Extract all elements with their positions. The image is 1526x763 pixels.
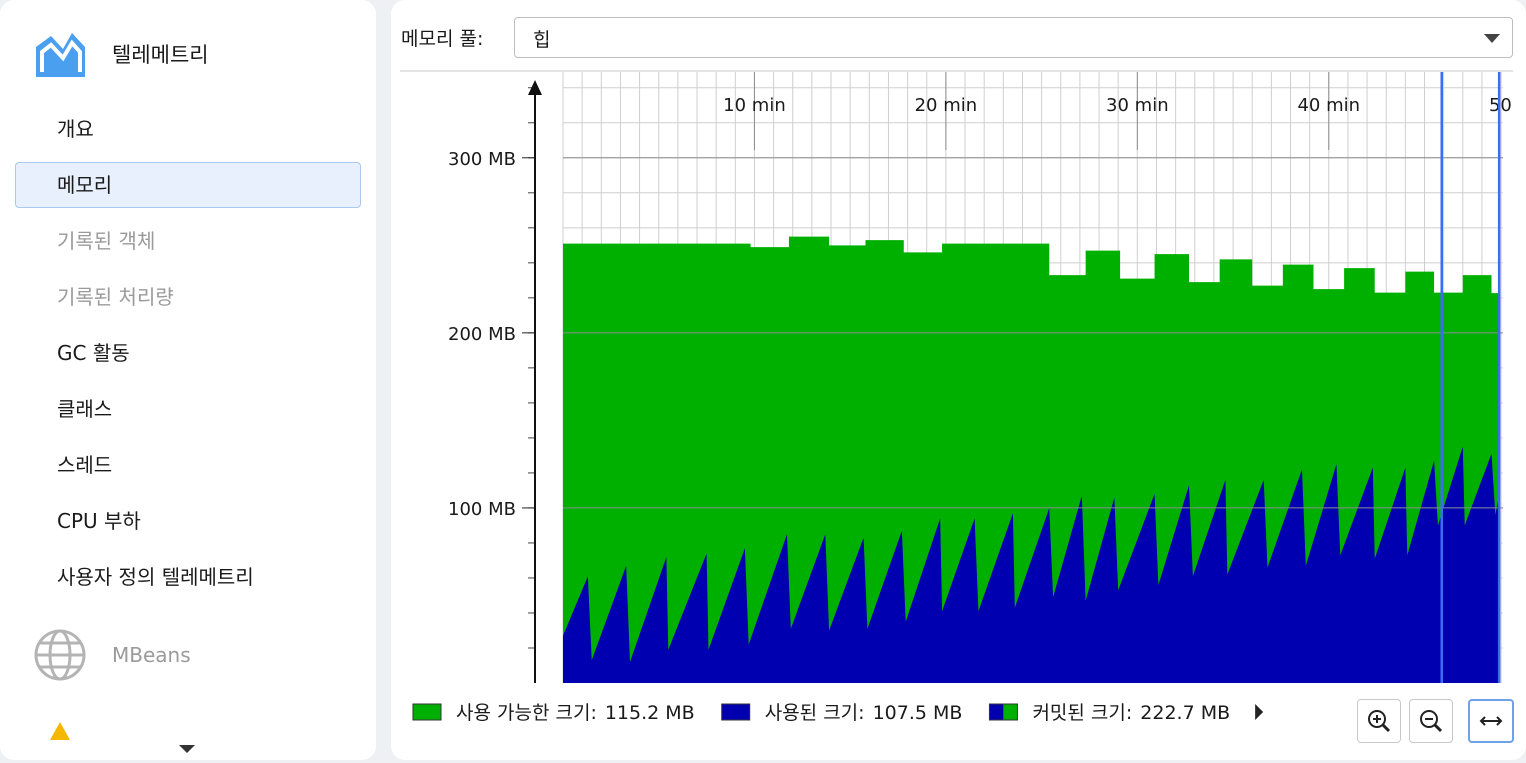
- nav-item[interactable]: 메모리: [15, 162, 361, 208]
- scroll-arrow[interactable]: [179, 745, 195, 753]
- sidebar-icons: 텔레메트리 MBeans: [34, 33, 209, 753]
- pool-value: 힙: [533, 29, 551, 51]
- nav-item[interactable]: 개요: [57, 117, 94, 141]
- nav-item: 기록된 처리량: [57, 285, 174, 309]
- pool-combobox[interactable]: 힙: [514, 17, 1513, 58]
- group-label[interactable]: MBeans: [112, 643, 191, 667]
- partial-icon: [50, 722, 70, 740]
- nav-item[interactable]: 사용자 정의 텔레메트리: [57, 565, 254, 589]
- zoom-out-button[interactable]: [1409, 699, 1453, 743]
- app-title: 텔레메트리: [112, 43, 209, 67]
- nav-item[interactable]: 스레드: [57, 453, 113, 477]
- fit-icon: [1479, 716, 1503, 726]
- globe-icon: [34, 629, 86, 681]
- nav-item[interactable]: CPU 부하: [57, 509, 141, 533]
- zoom-in-icon: [1368, 710, 1391, 733]
- nav-item[interactable]: GC 활동: [57, 341, 130, 365]
- combo-arrow: [1484, 34, 1500, 43]
- zoom-out-icon: [1420, 710, 1443, 733]
- main-panel: 메모리 풀: 힙: [391, 0, 1526, 760]
- fit-button[interactable]: [1468, 699, 1514, 743]
- pool-label: 메모리 풀:: [401, 28, 484, 50]
- nav-item[interactable]: 클래스: [57, 397, 113, 421]
- app-logo-inner: [40, 39, 82, 72]
- zoom-in-button[interactable]: [1357, 699, 1401, 743]
- nav-item: 기록된 객체: [57, 229, 156, 253]
